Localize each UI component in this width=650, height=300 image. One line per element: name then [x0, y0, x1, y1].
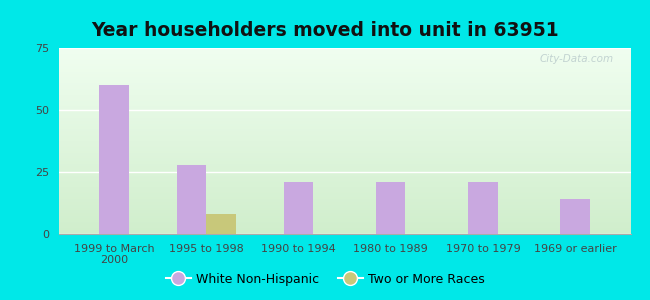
- Bar: [206, 214, 236, 234]
- Bar: [560, 199, 590, 234]
- Text: City-Data.com: City-Data.com: [540, 54, 614, 64]
- Bar: [468, 182, 498, 234]
- Bar: [283, 182, 313, 234]
- Legend: White Non-Hispanic, Two or More Races: White Non-Hispanic, Two or More Races: [161, 268, 489, 291]
- Bar: [99, 85, 129, 234]
- Bar: [177, 165, 206, 234]
- Text: Year householders moved into unit in 63951: Year householders moved into unit in 639…: [91, 21, 559, 40]
- Bar: [376, 182, 406, 234]
